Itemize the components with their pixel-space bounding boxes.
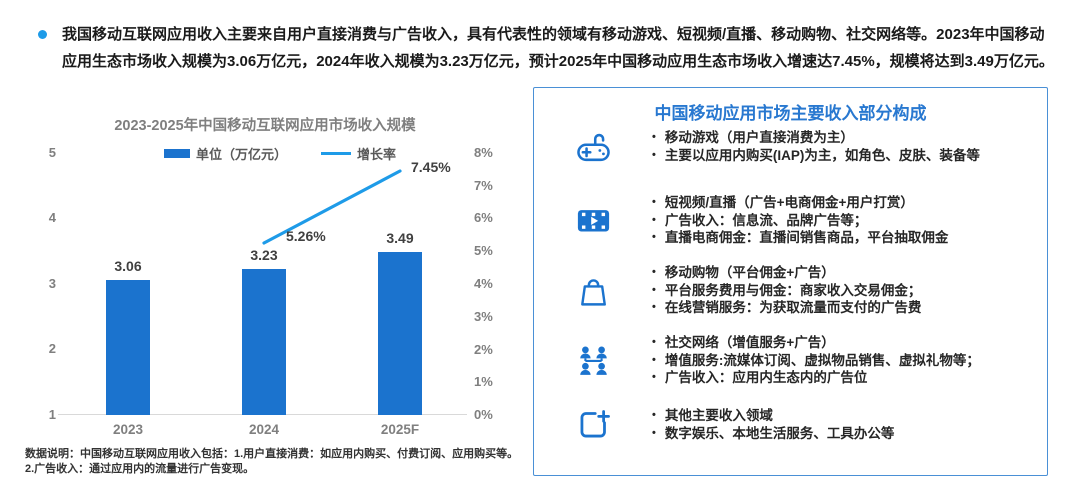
section-mobile-games: 移动游戏（用户直接消费为主） 主要以应用内购买(IAP)为主，如角色、皮肤、装备… [534,128,1047,165]
bar-2023 [106,280,150,415]
bar-value-label: 3.06 [114,258,142,274]
revenue-chart: 2023-2025年中国移动互联网应用市场收入规模 单位（万亿元） 增长率 5 … [30,106,520,451]
x-tick-label: 2023 [112,422,144,437]
y-axis-left-tick: 5 [48,145,56,160]
bullet-item: 在线营销服务：为获取流量而支付的广告费 [652,299,922,317]
legend-item-line: 增长率 [321,144,396,163]
section-mobile-shopping: 移动购物（平台佣金+广告） 平台服务费用与佣金：商家收入交易佣金； 在线营销服务… [534,264,1047,317]
bullet-item: 社交网络（增值服务+广告） [652,334,980,352]
y-axis-right-tick: 2% [474,342,493,357]
people-network-icon [534,342,652,379]
y-axis-right-tick: 3% [474,309,493,324]
bullet-list: 社交网络（增值服务+广告） 增值服务:流媒体订阅、虚拟物品销售、虚拟礼物等； 广… [652,334,980,387]
gamepad-icon [534,128,652,165]
revenue-composition-panel: 中国移动应用市场主要收入部分构成 移动游戏（用户直接消费为主） 主要以应用内购买… [533,87,1048,476]
bullet-list: 短视频/直播（广告+电商佣金+用户打赏） 广告收入：信息流、品牌广告等； 直播电… [652,194,949,247]
y-axis-right-tick: 8% [474,145,493,160]
chart-title: 2023-2025年中国移动互联网应用市场收入规模 [114,118,416,134]
bullet-list: 其他主要收入领域 数字娱乐、本地生活服务、工具办公等 [652,407,895,443]
bar-value-label: 3.23 [250,247,278,263]
bar-2025f [378,252,422,415]
bullet-list: 移动购物（平台佣金+广告） 平台服务费用与佣金：商家收入交易佣金； 在线营销服务… [652,264,922,317]
y-axis-right-tick: 4% [474,276,493,291]
shopping-bag-icon [534,272,652,309]
bullet-item: 广告收入：信息流、品牌广告等； [652,212,948,230]
x-tick-label: 2025F [380,422,420,437]
bullet-item: 主要以应用内购买(IAP)为主，如角色、皮肤、装备等 [652,147,980,165]
legend-label: 单位（万亿元） [195,147,287,162]
y-axis-left-tick: 4 [48,210,56,225]
section-social-network: 社交网络（增值服务+广告） 增值服务:流媒体订阅、虚拟物品销售、虚拟礼物等； 广… [534,334,1047,387]
legend-label: 增长率 [357,147,397,162]
bullet-item: 直播电商佣金：直播间销售商品，平台抽取佣金 [652,229,949,247]
line-swatch-icon [321,152,351,155]
y-axis-right-tick: 5% [474,243,493,258]
chart-legend: 单位（万亿元） 增长率 [60,144,500,163]
panel-title: 中国移动应用市场主要收入部分构成 [654,104,927,123]
y-axis-right-tick: 0% [474,407,493,422]
line-point-label-2024: 5.26% [286,228,326,244]
x-tick-label: 2024 [248,422,280,437]
y-axis-left-tick: 1 [48,407,56,422]
bullet-item: 平台服务费用与佣金：商家收入交易佣金； [652,282,922,300]
data-footnote: 数据说明：中国移动互联网应用收入包括：1.用户直接消费：如应用内购买、付费订阅、… [25,448,519,475]
bullet-item: 移动游戏（用户直接消费为主） [652,129,980,147]
bullet-item: 其他主要收入领域 [652,407,894,425]
bullet-item: 短视频/直播（广告+电商佣金+用户打赏） [652,194,948,212]
film-icon [534,202,652,239]
bullet-item: 增值服务:流媒体订阅、虚拟物品销售、虚拟礼物等； [652,352,980,370]
line-point-label-2025f: 7.45% [411,159,451,175]
y-axis-right-tick: 6% [474,210,493,225]
section-other-revenue: 其他主要收入领域 数字娱乐、本地生活服务、工具办公等 [534,406,1047,443]
intro-text: 我国移动互联网应用收入主要来自用户直接消费与广告收入，具有代表性的领域有移动游戏… [62,26,1054,70]
y-axis-right-tick: 7% [474,178,493,193]
export-plus-icon [534,406,652,443]
bullet-list: 移动游戏（用户直接消费为主） 主要以应用内购买(IAP)为主，如角色、皮肤、装备… [652,129,980,164]
y-axis-right-tick: 1% [474,374,493,389]
intro-bullet-dot [38,30,47,39]
y-axis-left-tick: 2 [48,341,56,356]
bullet-item: 移动购物（平台佣金+广告） [652,264,921,282]
bar-value-label: 3.49 [386,230,414,246]
section-short-video-live: 短视频/直播（广告+电商佣金+用户打赏） 广告收入：信息流、品牌广告等； 直播电… [534,194,1047,247]
bullet-item: 广告收入：应用内生态内的广告位 [652,369,980,387]
y-axis-left-tick: 3 [48,276,56,291]
legend-item-bars: 单位（万亿元） [163,144,287,163]
bullet-item: 数字娱乐、本地生活服务、工具办公等 [652,425,895,443]
bar-2024 [242,269,286,415]
bar-swatch-icon [163,149,190,158]
